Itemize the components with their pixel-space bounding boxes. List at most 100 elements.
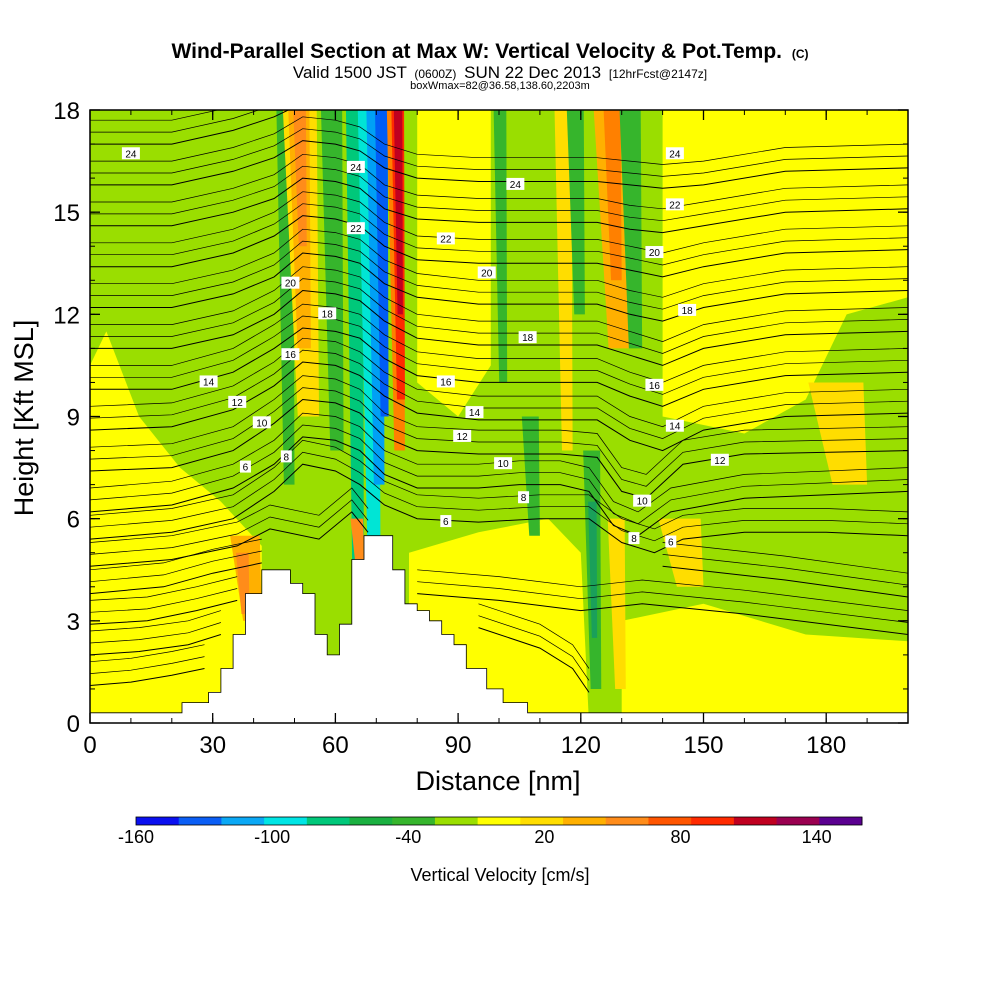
isentrope-18 <box>90 252 908 322</box>
isentrope-minor <box>90 538 262 571</box>
velocity-band-17 <box>588 501 598 638</box>
colorbar-frame <box>135 816 863 826</box>
isentrope-label: 6 <box>668 538 674 549</box>
isentrope-label-bg <box>506 177 525 190</box>
x-tick-label: 30 <box>199 732 226 759</box>
isentrope-label: 18 <box>522 333 534 344</box>
isentrope-label: 10 <box>637 497 649 508</box>
isentrope-label-bg <box>346 160 365 173</box>
colorbar-tick-label: 20 <box>534 827 554 847</box>
isentrope-label-bg <box>710 453 729 466</box>
velocity-band-26 <box>350 518 365 570</box>
isentrope-label: 14 <box>203 377 215 388</box>
isentrope-label-bg <box>665 419 684 432</box>
isentrope-u17 <box>478 627 590 693</box>
isentrope-label-bg <box>252 416 271 429</box>
isentrope-minor <box>90 439 908 530</box>
isentrope-minor <box>417 569 908 611</box>
velocity-band-3 <box>375 110 389 417</box>
isentrope-label: 12 <box>457 432 469 443</box>
isentrope-minor <box>90 128 908 177</box>
x-tick-label: 150 <box>683 732 723 759</box>
isentrope-label: 22 <box>440 234 452 245</box>
velocity-band-21 <box>607 518 626 689</box>
box-wmax-info: boxWmax=82@36.58,138.60,2203m <box>410 80 590 92</box>
isentrope-minor <box>90 240 908 310</box>
isentrope-minor <box>417 581 908 623</box>
colorbar-swatch <box>691 817 735 825</box>
plot-area: 6 8 10 12 14 16 18 20 22 24 24 24 24 22 22 20 20 18 18 16 16… <box>90 110 908 723</box>
isentrope-label-bg <box>280 450 292 463</box>
isentrope-label: 8 <box>284 452 290 463</box>
colorbar-swatch <box>563 817 607 825</box>
colorbar-swatch <box>520 817 564 825</box>
colorbar: -160 -100 -40 20 80 140 <box>118 816 863 847</box>
isentrope-label-bg <box>121 147 140 160</box>
terrain-profile <box>90 535 908 723</box>
isentrope-label: 12 <box>232 398 244 409</box>
isentrope-minor <box>90 550 262 583</box>
velocity-region-yellow-left <box>90 331 262 723</box>
isentrope-label: 10 <box>498 459 510 470</box>
colorbar-swatch <box>477 817 521 825</box>
velocity-band-12 <box>493 110 508 383</box>
chart-title-main: Wind-Parallel Section at Max W: Vertical… <box>171 40 782 63</box>
velocity-band-19 <box>603 110 622 281</box>
isentrope-label: 16 <box>440 377 452 388</box>
isentrope-label: 22 <box>669 200 681 211</box>
isentrope-label: 14 <box>669 422 681 433</box>
isentrope-label-bg <box>465 406 484 419</box>
isentrope-minor <box>90 610 222 632</box>
isentrope-label: 24 <box>510 180 522 191</box>
isentrope-minor <box>90 116 908 165</box>
colorbar-swatch <box>178 817 222 825</box>
isentrope-label-bg <box>665 198 684 211</box>
isentrope-22 <box>90 177 908 234</box>
colorbar-tick-label: -40 <box>395 827 421 847</box>
isentrope-label-bg <box>436 232 455 245</box>
isentrope-label-bg <box>628 532 640 545</box>
isentrope-u15 <box>90 668 205 686</box>
colorbar-tick-label: 140 <box>802 827 832 847</box>
isentrope-minor <box>90 487 369 543</box>
colorbar-swatch <box>819 817 863 825</box>
colorbar-swatch <box>434 817 479 825</box>
isentrope-u18 <box>662 565 908 598</box>
isentrope-label-bg <box>518 331 537 344</box>
chart-title: Wind-Parallel Section at Max W: Vertical… <box>171 40 808 63</box>
isentropes <box>90 110 908 693</box>
isentrope-16 <box>90 289 908 366</box>
colorbar-swatch <box>648 817 692 825</box>
x-tick-label: 90 <box>445 732 472 759</box>
isentrope-labels: 6 8 10 12 14 16 18 20 22 24 24 24 24 22 22 20 20 18 18 16 16… <box>121 147 729 549</box>
isentrope-minor <box>90 451 908 542</box>
y-tick-label: 0 <box>67 711 80 738</box>
isentrope-minor <box>90 576 238 601</box>
isentrope-label-bg <box>477 266 496 279</box>
isentrope-label-bg <box>645 246 664 259</box>
colorbar-swatch <box>392 817 436 825</box>
isentrope-label-bg <box>239 460 251 473</box>
colorbar-swatch <box>221 817 265 825</box>
y-tick-label: 12 <box>53 302 80 329</box>
x-tick-label: 180 <box>806 732 846 759</box>
velocity-region-yellow-upper-right <box>662 110 908 434</box>
isentrope-minor <box>662 554 908 586</box>
isentrope-minor <box>90 203 908 266</box>
chart-title-units: (C) <box>792 47 809 61</box>
isentrope-12 <box>90 361 908 452</box>
isentrope-minor <box>90 266 908 342</box>
y-tick-label: 18 <box>53 98 80 125</box>
isentrope-label-bg <box>440 515 452 528</box>
isentrope-minor <box>90 387 908 487</box>
isentrope-u14 <box>90 634 222 656</box>
isentrope-u12 <box>90 562 262 595</box>
y-axis-label: Height [Kft MSL] <box>9 320 39 517</box>
isentrope-label-bg <box>665 147 684 160</box>
isentrope-label: 16 <box>649 381 661 392</box>
valid-date: SUN 22 Dec 2013 <box>464 63 601 82</box>
isentrope-minor <box>90 228 908 298</box>
isentrope-minor <box>90 278 908 354</box>
isentrope-minor <box>90 656 205 674</box>
terrain <box>90 535 908 723</box>
